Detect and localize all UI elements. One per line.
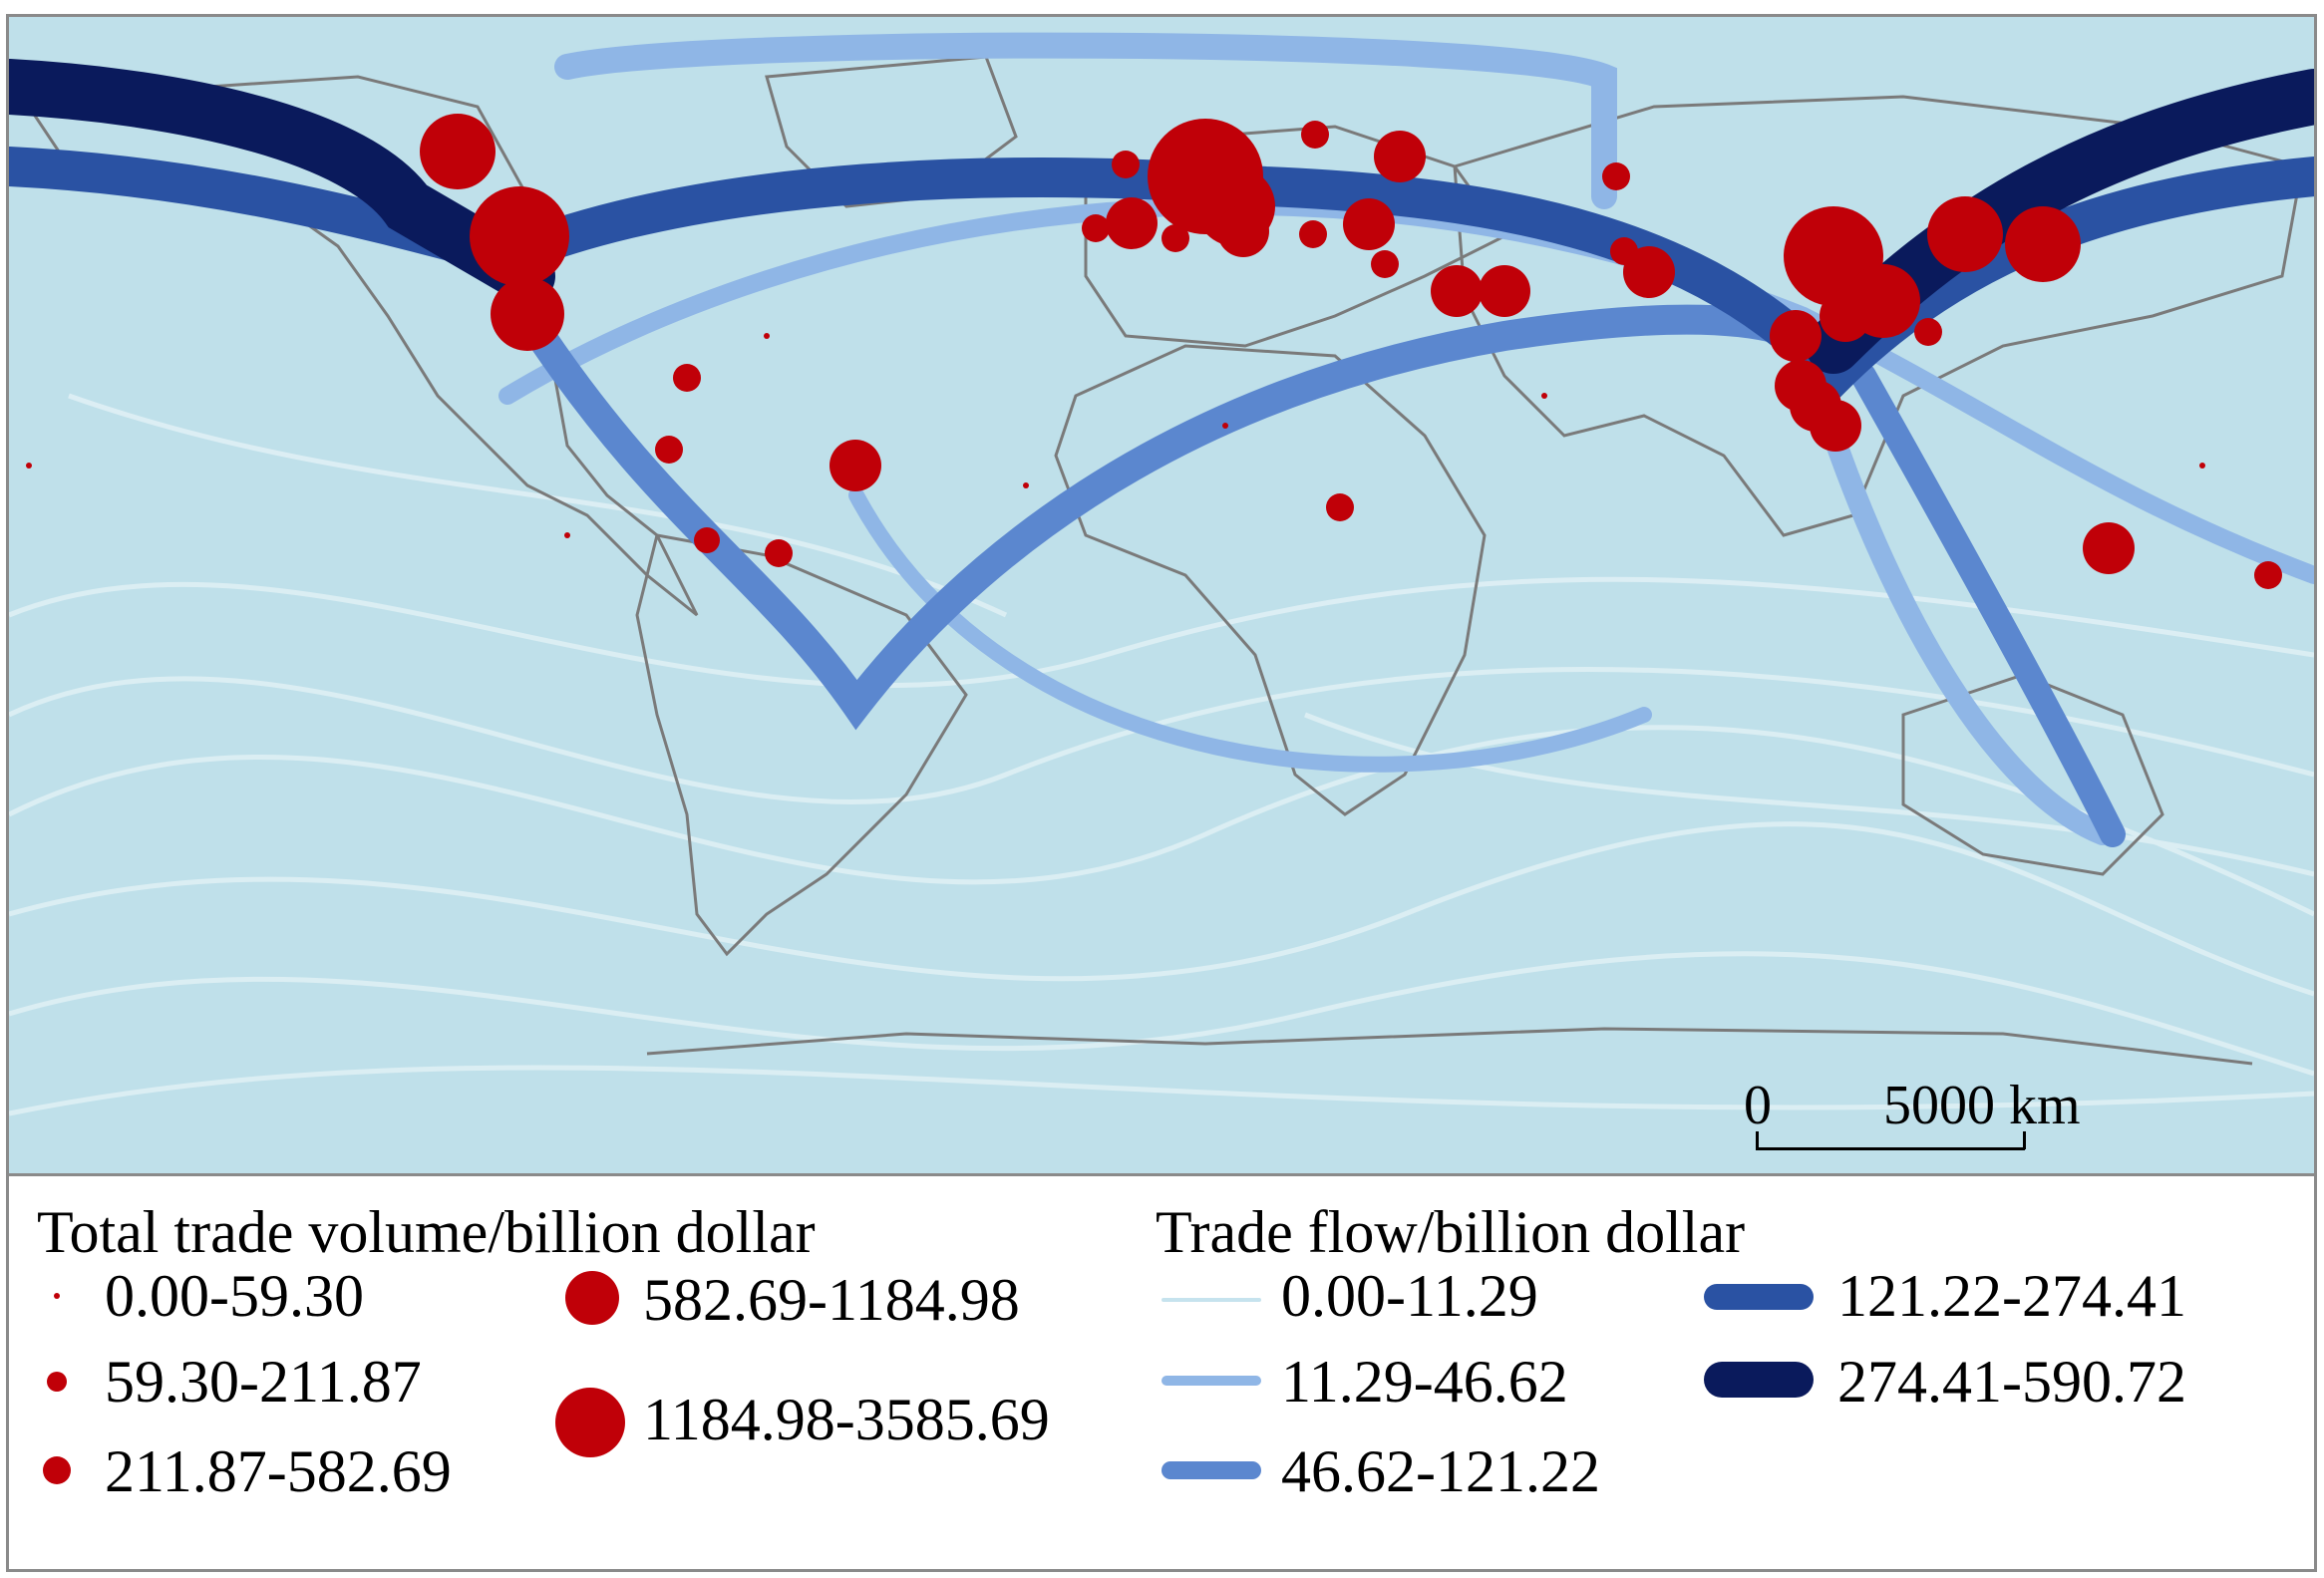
flow-legend-line-5 [1704, 1362, 1814, 1398]
flow-legend-line-4 [1704, 1284, 1814, 1310]
flow-legend-line-3 [1162, 1461, 1261, 1479]
node-indonesia [1810, 400, 1861, 452]
scale-zero-label: 0 [1744, 1075, 1772, 1136]
node-argentina [765, 539, 793, 567]
node-india [1623, 246, 1675, 298]
flow-legend-line-2 [1162, 1376, 1261, 1386]
flow-line-light [1823, 425, 2114, 845]
node-uk [1112, 151, 1140, 178]
node-saudi-arabia [1431, 265, 1483, 317]
flow-legend-label-2: 11.29-46.62 [1281, 1349, 1568, 1415]
node-vietnam [1770, 310, 1822, 362]
flow-line-darkest [9, 59, 555, 304]
scale-bar-tick-left [1756, 1131, 1759, 1149]
node-peru [655, 436, 683, 464]
node-uae [1479, 265, 1530, 317]
node-turkey [1343, 198, 1395, 250]
scale-distance-label: 5000 km [1883, 1075, 2081, 1136]
node-algeria [1162, 224, 1189, 252]
node-italy [1217, 205, 1269, 257]
volume-legend-label-3: 211.87-582.69 [105, 1438, 452, 1504]
volume-legend-dot-2 [47, 1372, 67, 1392]
volume-legend-dot-5 [555, 1388, 625, 1457]
node-egypt [1371, 250, 1399, 278]
node-kazakhstan [1602, 162, 1630, 190]
scale-bar-line [1756, 1147, 2025, 1150]
node-poland [1301, 121, 1329, 149]
volume-legend-dot-4 [565, 1271, 619, 1325]
asia-outline [1453, 95, 2304, 537]
node-small [1541, 393, 1547, 399]
legend-panel: Total trade volume/billion dollar Trade … [6, 1176, 2317, 1572]
volume-legend-title: Total trade volume/billion dollar [37, 1199, 816, 1265]
node-canada [420, 114, 496, 189]
node-small [2199, 463, 2205, 469]
node-korea [1927, 196, 2003, 272]
node-portugal [1082, 214, 1110, 242]
node-australia [2083, 522, 2135, 574]
node-mexico [491, 277, 564, 351]
node-small [1023, 482, 1029, 488]
node-south-africa [1326, 493, 1354, 521]
volume-legend-label-2: 59.30-211.87 [105, 1349, 422, 1415]
flow-line-medium [1850, 363, 2126, 847]
scale-bar: 0 5000 km [1744, 1074, 2081, 1173]
flow-legend-line-1 [1162, 1298, 1261, 1302]
volume-legend-dot-1 [54, 1293, 60, 1299]
node-taiwan [1820, 290, 1871, 342]
node-japan [2005, 206, 2081, 282]
flow-line-medium [512, 301, 1848, 731]
flow-legend-label-5: 274.41-590.72 [1837, 1349, 2186, 1415]
node-brazil [830, 440, 881, 491]
europe-outline [1084, 125, 1507, 348]
node-spain [1106, 197, 1158, 249]
flow-legend-label-3: 46.62-121.22 [1281, 1438, 1600, 1504]
south-america-outline [635, 533, 968, 957]
flow-legend-label-4: 121.22-274.41 [1837, 1263, 2186, 1329]
scale-bar-tick-right [2023, 1131, 2026, 1149]
node-greece [1299, 220, 1327, 248]
volume-legend-label-4: 582.69-1184.98 [643, 1267, 1020, 1333]
node-new-zealand [2254, 561, 2282, 589]
antarctica-outline [646, 1027, 2253, 1066]
volume-legend-label-1: 0.00-59.30 [105, 1263, 364, 1329]
flow-legend-title: Trade flow/billion dollar [1156, 1199, 1746, 1265]
node-colombia [673, 364, 701, 392]
map-panel: 0 5000 km [6, 14, 2317, 1176]
node-small [1222, 423, 1228, 429]
node-small [764, 333, 770, 339]
flow-line-light [848, 487, 1652, 773]
node-russia [1374, 131, 1426, 182]
world-map [9, 32, 2314, 1116]
node-philippines [1914, 318, 1942, 346]
node-usa [470, 186, 569, 286]
flow-legend-label-1: 0.00-11.29 [1281, 1263, 1538, 1329]
volume-legend-dot-3 [43, 1456, 71, 1484]
node-chile [694, 527, 720, 553]
main-flow-lines [9, 32, 2314, 847]
node-small [26, 463, 32, 469]
volume-legend-label-5: 1184.98-3585.69 [643, 1387, 1050, 1452]
trade-volume-nodes [26, 114, 2282, 589]
node-small [564, 532, 570, 538]
flow-line-light [554, 32, 1617, 209]
background-flow-lines [9, 393, 2314, 1116]
